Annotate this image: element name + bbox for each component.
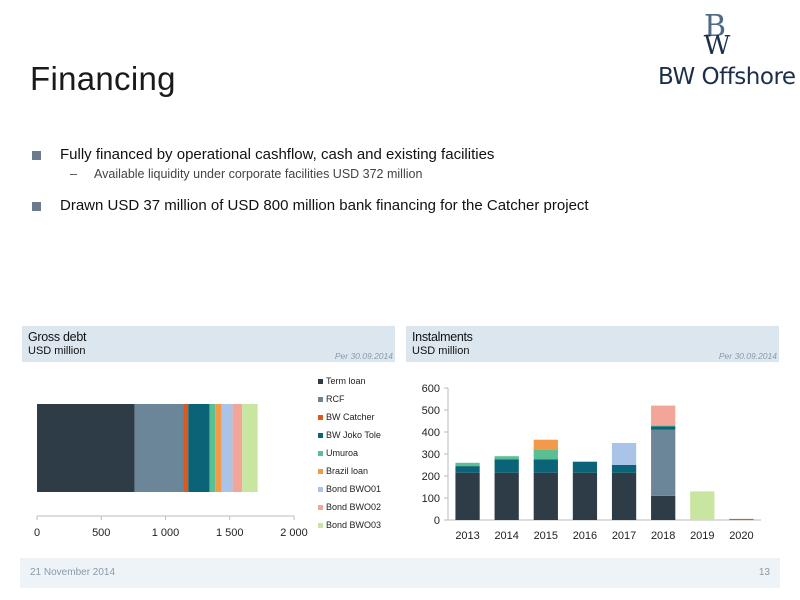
page-title: Financing — [30, 60, 176, 97]
instalment-bar-segment — [611, 465, 637, 473]
instalment-bar-segment — [494, 456, 519, 460]
footer-band — [20, 558, 780, 588]
legend-swatch — [318, 505, 323, 510]
legend-swatch — [318, 451, 323, 456]
inst-x-tick-label: 2014 — [494, 530, 518, 542]
instalments-date: Per 30.09.2014 — [718, 351, 777, 361]
legend-label: Bond BWO02 — [326, 502, 381, 512]
inst-y-tick-label: 500 — [422, 405, 440, 417]
instalment-bar-segment — [729, 518, 754, 520]
sub-bullet-item: – Available liquidity under corporate fa… — [30, 167, 770, 181]
instalment-bar-segment — [455, 462, 480, 467]
bw-logo-icon: B W — [704, 9, 731, 61]
gross-debt-bar-segment — [134, 404, 184, 492]
inst-x-tick-label: 2016 — [573, 530, 597, 542]
gross-debt-title: Gross debt — [28, 330, 87, 344]
inst-y-tick-label: 200 — [422, 471, 440, 483]
bullet-item: Drawn USD 37 million of USD 800 million … — [30, 197, 770, 214]
legend-label: Brazil loan — [326, 466, 368, 476]
gross-x-tick-label: 0 — [34, 527, 40, 539]
inst-y-tick-label: 600 — [422, 383, 440, 395]
instalments-chart: 0 100 200 300 400 500 600 2013 2014 2015 2016 2017 2… — [422, 383, 761, 542]
legend-swatch — [318, 379, 323, 384]
gross-debt-header: Gross debt USD million Per 30.09.2014 — [22, 326, 395, 362]
brand-name: BW Offshore — [658, 64, 796, 90]
gross-debt-unit: USD million — [28, 345, 86, 357]
instalments-title: Instalments — [412, 330, 473, 344]
bullet-text: Fully financed by operational cashflow, … — [60, 146, 495, 163]
svg-text:W: W — [704, 31, 731, 61]
bullet-list: Fully financed by operational cashflow, … — [30, 146, 770, 218]
bullet-item: Fully financed by operational cashflow, … — [30, 146, 770, 163]
inst-x-tick-label: 2013 — [455, 530, 479, 542]
svg-text:B: B — [704, 9, 726, 44]
inst-y-tick-label: 300 — [422, 449, 440, 461]
legend-label: BW Joko Tole — [326, 430, 381, 440]
instalment-bar-segment — [494, 459, 519, 473]
inst-x-tick-label: 2018 — [651, 530, 675, 542]
inst-y-tick-label: 0 — [434, 515, 440, 527]
gross-debt-bar-segment — [183, 404, 189, 492]
instalment-bar-segment — [651, 429, 676, 496]
dash-bullet-icon: – — [70, 167, 77, 181]
instalment-bar-segment — [533, 472, 558, 520]
instalment-bar-segment — [455, 472, 480, 520]
instalment-bar-segment — [533, 439, 558, 450]
gross-debt-bar-segment — [232, 404, 243, 492]
gross-debt-bar-segment — [37, 404, 135, 492]
legend-label: Bond BWO03 — [326, 520, 381, 530]
square-bullet-icon — [32, 202, 41, 211]
sub-bullet-text: Available liquidity under corporate faci… — [94, 167, 423, 181]
instalments-header: Instalments USD million Per 30.09.2014 — [406, 326, 779, 362]
legend-label: RCF — [326, 394, 345, 404]
gross-debt-bar-segment — [209, 404, 216, 492]
gross-x-tick-label: 1 500 — [216, 527, 244, 539]
instalments-unit: USD million — [412, 345, 470, 357]
gross-debt-date: Per 30.09.2014 — [334, 351, 393, 361]
gross-x-tick-label: 2 000 — [280, 527, 308, 539]
gross-debt-bar-segment — [188, 404, 210, 492]
bullet-text: Drawn USD 37 million of USD 800 million … — [60, 197, 589, 214]
instalment-bar-segment — [611, 443, 637, 465]
instalment-bar-segment — [690, 491, 715, 520]
gross-debt-chart: 0 500 1 000 1 500 2 000 Term loan RCF BW Catche… — [34, 376, 381, 539]
legend-label: Bond BWO01 — [326, 484, 381, 494]
page-number: 13 — [758, 567, 770, 578]
gross-debt-bar-segment — [215, 404, 222, 492]
gross-debt-bar-segment — [242, 404, 258, 492]
footer-date: 21 November 2014 — [30, 567, 116, 578]
legend-swatch — [318, 487, 323, 492]
gross-x-tick-label: 1 000 — [152, 527, 180, 539]
inst-x-tick-label: 2020 — [729, 530, 753, 542]
instalment-bar-segment — [455, 466, 480, 473]
instalment-bar-segment — [533, 459, 558, 473]
inst-x-tick-label: 2015 — [534, 530, 558, 542]
instalment-bar-segment — [611, 472, 637, 520]
legend-label: Umuroa — [326, 448, 358, 458]
inst-y-tick-label: 100 — [422, 493, 440, 505]
legend-swatch — [318, 415, 323, 420]
inst-x-tick-label: 2019 — [690, 530, 714, 542]
instalment-bar-segment — [651, 425, 676, 427]
legend-swatch — [318, 523, 323, 528]
instalment-bar-segment — [651, 495, 676, 520]
gross-debt-bar-segment — [221, 404, 233, 492]
square-bullet-icon — [32, 151, 41, 160]
instalment-bar-segment — [651, 426, 676, 430]
gross-x-tick-label: 500 — [92, 527, 110, 539]
legend-swatch — [318, 469, 323, 474]
instalment-bar-segment — [651, 405, 676, 426]
instalment-bar-segment — [572, 472, 598, 520]
legend-label: BW Catcher — [326, 412, 375, 422]
legend-swatch — [318, 397, 323, 402]
instalment-bar-segment — [533, 449, 558, 460]
inst-x-tick-label: 2017 — [612, 530, 636, 542]
legend-swatch — [318, 433, 323, 438]
inst-y-tick-label: 400 — [422, 427, 440, 439]
instalment-bar-segment — [494, 472, 519, 520]
legend-label: Term loan — [326, 376, 366, 386]
instalment-bar-segment — [572, 461, 598, 473]
